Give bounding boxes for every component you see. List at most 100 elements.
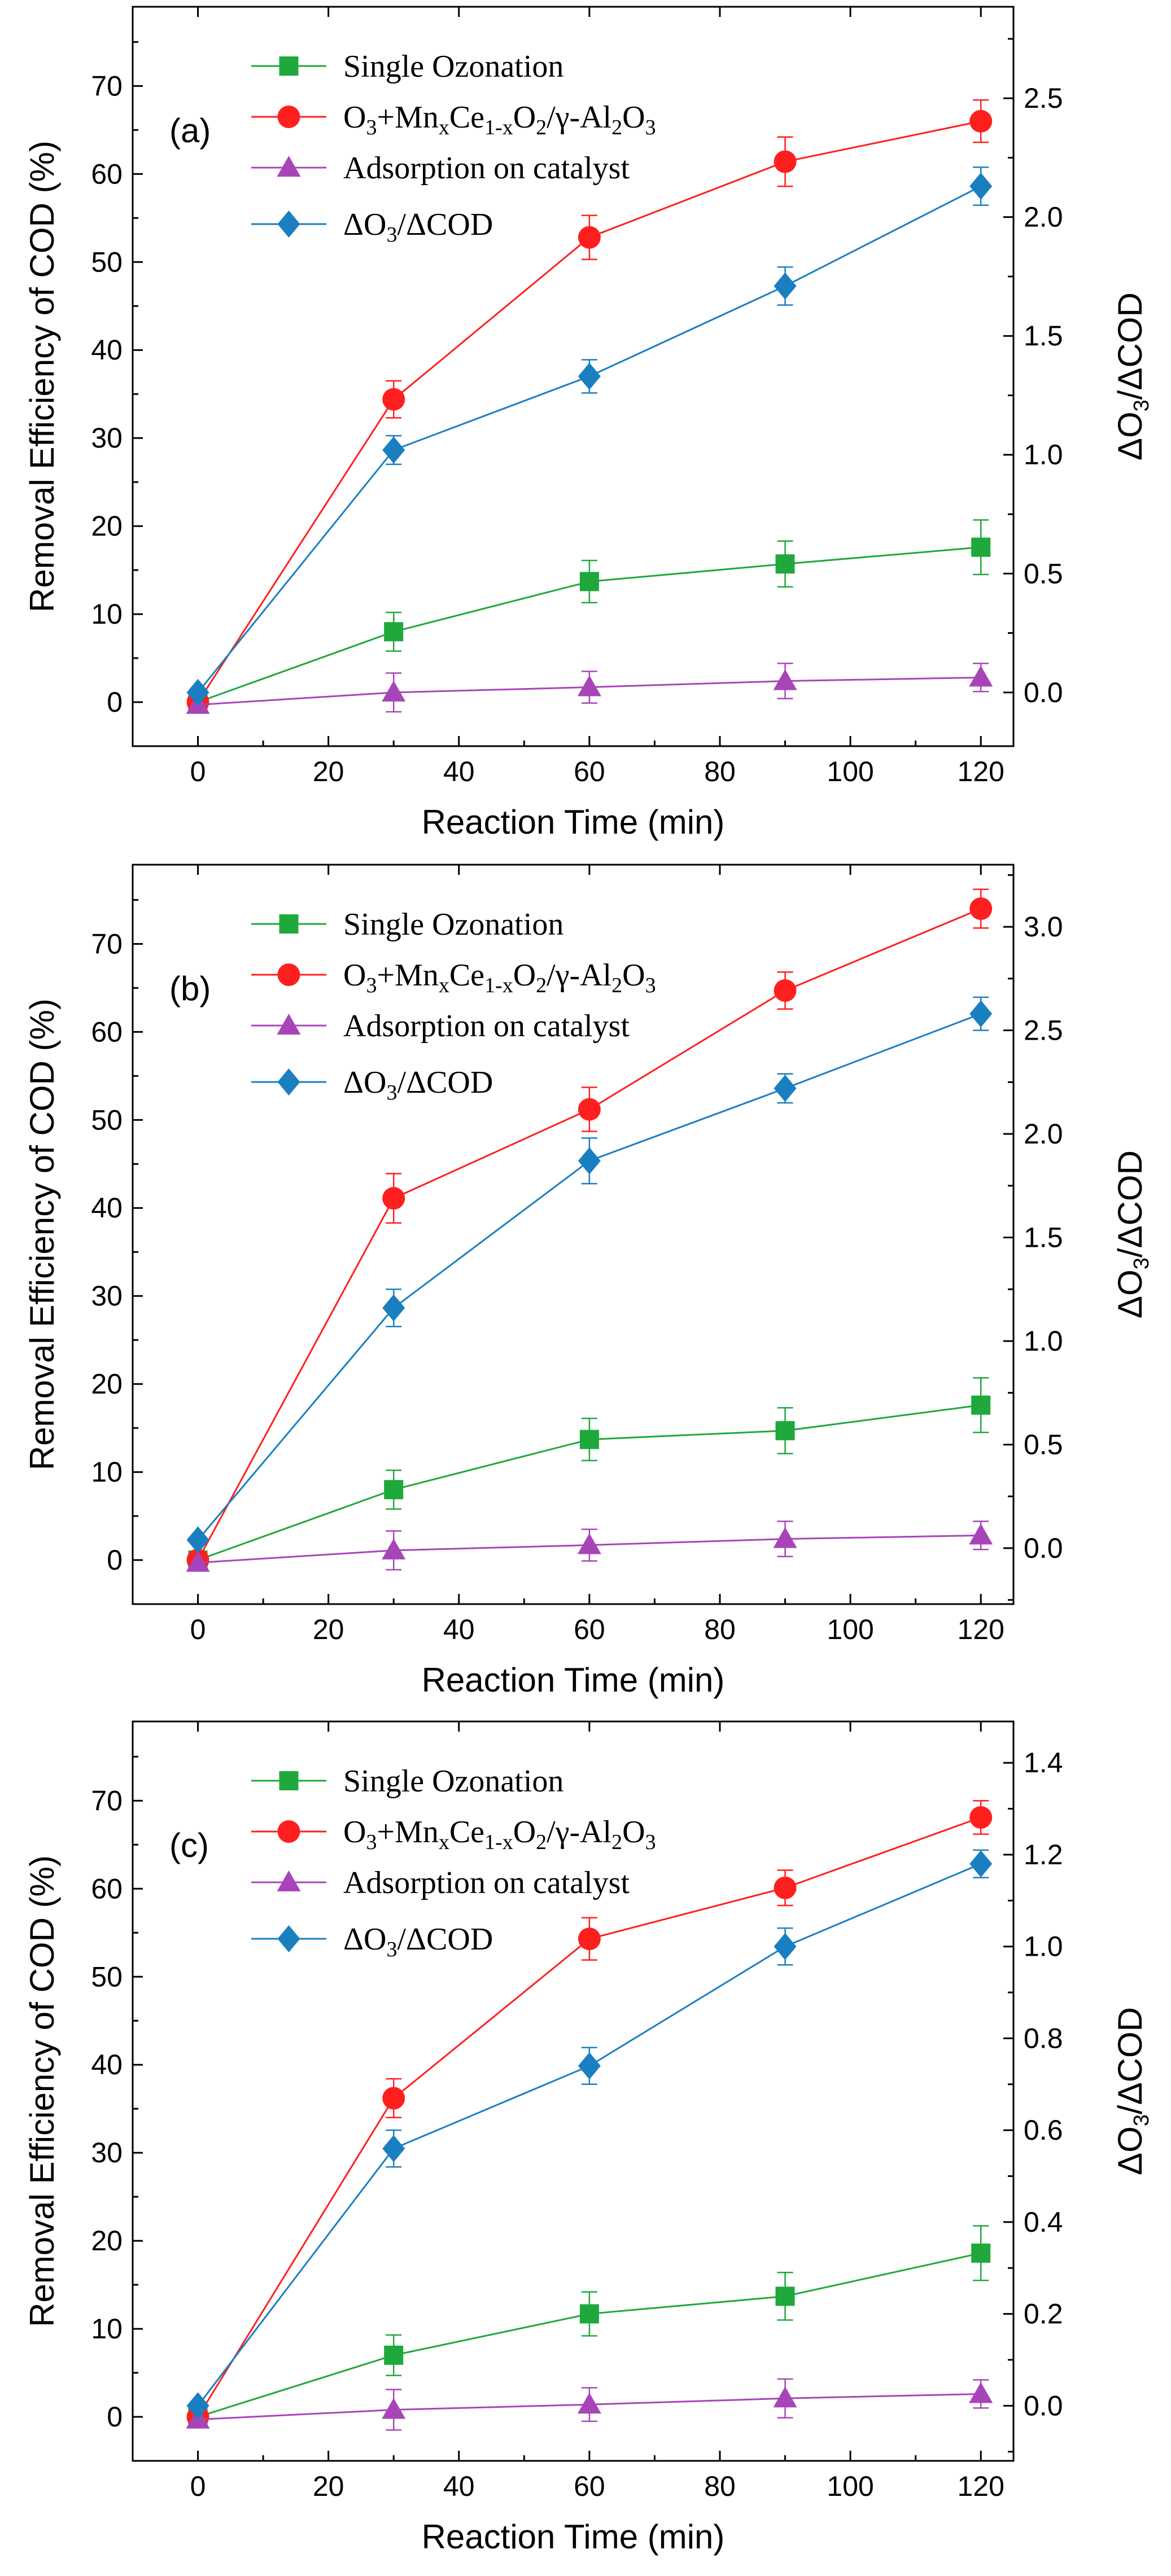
series-ratio	[186, 1849, 993, 2420]
y-tick-label: 50	[91, 246, 123, 278]
legend-sub: x	[439, 974, 449, 997]
chart-panel-1: 0 20 40 60 80 100 120 0 10 20 30 40 50 60 70 0.0 0.5 1.0 1…	[23, 864, 1153, 1699]
legend-sub: 2	[611, 974, 622, 997]
y2-tick-label: 1.4	[1024, 1747, 1063, 1778]
legend-text: O	[513, 958, 536, 993]
x-tick-label: 120	[958, 1614, 1004, 1645]
y2-tick-label: 0.0	[1024, 1532, 1063, 1564]
legend-sub: 3	[366, 1830, 377, 1854]
legend-sub: 2	[611, 1830, 622, 1854]
data-point-catalytic	[774, 979, 797, 1002]
plot-frame	[132, 864, 1015, 1605]
y-tick-label: 30	[91, 2137, 123, 2168]
data-point-single	[775, 554, 795, 574]
y2-label-part: ΔO	[1111, 1269, 1149, 1318]
y2-tick-label: 0.0	[1024, 677, 1063, 708]
legend-label-ratio: ΔO3/ΔCOD	[343, 1922, 493, 1961]
y2-label-part: /ΔCOD	[1111, 2007, 1149, 2114]
y-tick-label: 20	[91, 510, 123, 542]
chart-panel-0: 0 20 40 60 80 100 120 0 10 20 30 40 50 60 70 0.0 0.5 1.0 1…	[23, 6, 1153, 841]
x-tick-label: 20	[313, 756, 344, 787]
legend-sub: x	[439, 1830, 449, 1854]
legend-label-catalytic: O3+MnxCe1-xO2/γ-Al2O3	[343, 1815, 656, 1854]
data-point-ratio	[774, 272, 797, 300]
legend-sub: 3	[645, 974, 656, 997]
y2-tick-label: 2.5	[1024, 82, 1063, 114]
legend-text: O	[622, 1815, 645, 1850]
series-ratio	[186, 996, 993, 1554]
data-point-single	[579, 2304, 599, 2324]
y-axis-label: Removal Efficiency of COD (%)	[23, 998, 61, 1470]
panel-label: (a)	[169, 112, 211, 150]
legend-label-adsorption: Adsorption on catalyst	[343, 1009, 630, 1044]
legend-text: Ce	[449, 958, 484, 993]
x-tick-label: 100	[827, 756, 873, 787]
x-tick-label: 60	[574, 1614, 605, 1645]
data-point-adsorption	[186, 1550, 210, 1572]
x-tick-label: 100	[827, 1614, 873, 1645]
legend-text: O	[343, 958, 366, 993]
legend-text: Ce	[449, 100, 484, 135]
y2-tick-label: 0.4	[1024, 2206, 1063, 2238]
legend-text: /γ-Al	[547, 100, 611, 135]
legend-text: O	[343, 100, 366, 135]
data-point-single	[775, 1421, 795, 1440]
y2-tick-label: 0.2	[1024, 2298, 1063, 2330]
data-point-ratio	[186, 1526, 209, 1554]
series-catalytic	[186, 99, 993, 714]
y2-tick-label: 2.5	[1024, 1015, 1063, 1046]
data-point-adsorption	[773, 1527, 797, 1548]
legend-sub: 1-x	[484, 1830, 513, 1854]
y2-tick-label: 1.2	[1024, 1839, 1063, 1870]
legend-text: O	[343, 1815, 366, 1850]
y-tick-label: 0	[107, 686, 123, 718]
data-point-ratio	[969, 1000, 993, 1028]
legend-sub: 3	[386, 1081, 397, 1105]
legend: Single OzonationO3+MnxCe1-xO2/γ-Al2O3Ads…	[251, 907, 656, 1105]
y2-tick-label: 0.5	[1024, 1429, 1063, 1460]
y2-tick-label: 0.6	[1024, 2114, 1063, 2146]
data-point-single	[384, 2345, 404, 2365]
y-tick-label: 70	[91, 70, 123, 102]
y2-tick-label: 1.0	[1024, 1931, 1063, 1962]
y-tick-label: 20	[91, 1368, 123, 1400]
legend-marker-adsorption	[277, 156, 301, 177]
legend-text: O	[513, 1815, 536, 1850]
panel-label: (c)	[169, 1826, 209, 1864]
data-point-adsorption	[382, 680, 406, 702]
y2-tick-label: 0.5	[1024, 558, 1063, 589]
y2-tick-label: 1.5	[1024, 320, 1063, 352]
x-axis-label: Reaction Time (min)	[422, 2518, 725, 2556]
data-point-ratio	[578, 2052, 601, 2080]
series-adsorption	[186, 663, 993, 714]
data-point-catalytic	[578, 226, 601, 249]
data-point-single	[579, 1430, 599, 1449]
legend-marker-catalytic	[277, 106, 300, 128]
x-tick-label: 0	[190, 756, 206, 787]
legend-text: /γ-Al	[547, 1815, 611, 1850]
legend-text: +Mn	[377, 100, 438, 135]
data-point-ratio	[969, 1850, 993, 1878]
data-point-catalytic	[578, 1927, 601, 1951]
y-tick-label: 50	[91, 1104, 123, 1136]
legend-marker-single	[279, 1771, 299, 1790]
data-point-adsorption	[773, 2386, 797, 2408]
y-axis-label: Removal Efficiency of COD (%)	[23, 1855, 61, 2327]
data-point-ratio	[774, 1075, 797, 1102]
legend-label-catalytic: O3+MnxCe1-xO2/γ-Al2O3	[343, 958, 656, 997]
y-tick-label: 30	[91, 1280, 123, 1312]
data-point-catalytic	[969, 897, 993, 920]
legend-text: Ce	[449, 1815, 484, 1850]
series-line-ratio	[197, 185, 981, 693]
legend-label-ratio: ΔO3/ΔCOD	[343, 207, 493, 247]
data-point-ratio	[382, 436, 405, 464]
y-tick-label: 20	[91, 2225, 123, 2257]
legend-marker-ratio	[277, 1925, 300, 1952]
legend-sub: 3	[645, 1830, 656, 1854]
legend-marker-single	[279, 56, 299, 76]
legend-sub: 2	[536, 1830, 547, 1854]
legend-label-adsorption: Adsorption on catalyst	[343, 1865, 630, 1900]
x-axis-label: Reaction Time (min)	[422, 803, 725, 841]
legend: Single OzonationO3+MnxCe1-xO2/γ-Al2O3Ads…	[251, 1764, 656, 1961]
